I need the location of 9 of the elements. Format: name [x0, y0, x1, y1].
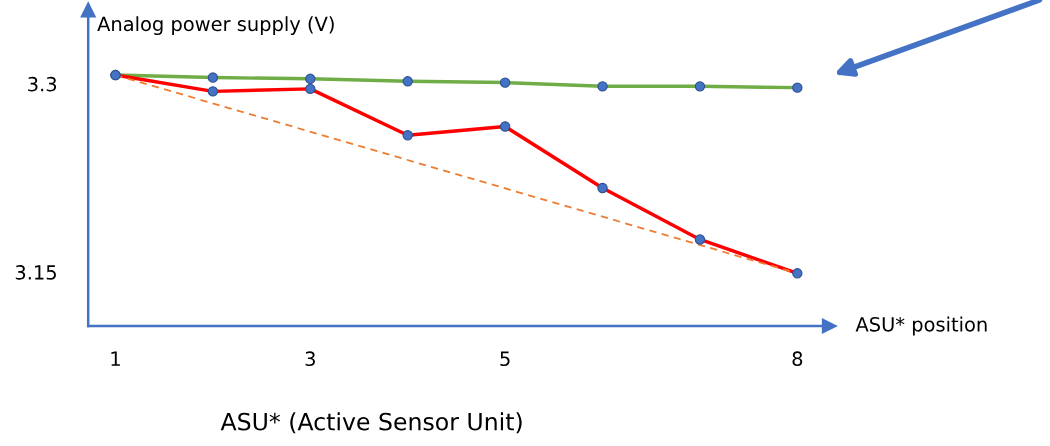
text: ASU* (Active Sensor Unit) [220, 412, 522, 434]
x-axis-title: ASU* position [855, 316, 987, 336]
y-axis-title: Analog power supply (V) [97, 16, 334, 36]
y-tick-label: 3.15 [15, 265, 56, 280]
x-tick-label: 5 [500, 351, 510, 367]
x-tick-label: 3 [305, 351, 315, 367]
x-tick-label: 1 [111, 351, 120, 366]
y-tick-label: 3.3 [28, 76, 57, 92]
x-tick-label: 8 [792, 351, 803, 367]
